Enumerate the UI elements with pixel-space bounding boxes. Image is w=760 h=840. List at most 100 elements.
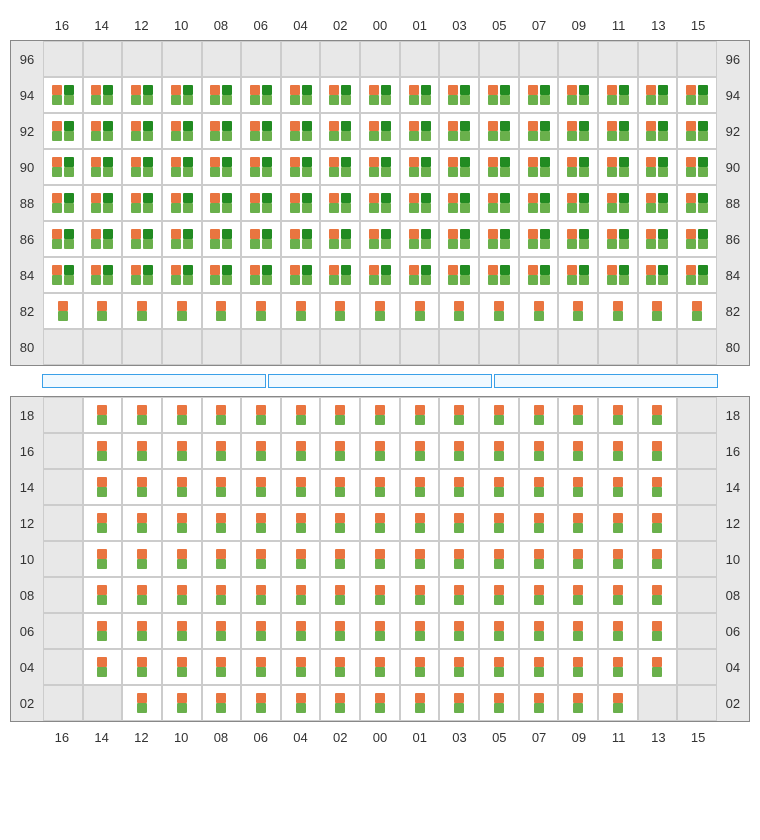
lgreen-marker <box>52 239 62 249</box>
grid-cell <box>202 685 242 721</box>
lgreen-marker <box>375 311 385 321</box>
orange-marker <box>97 657 107 667</box>
lgreen-marker <box>222 239 232 249</box>
lgreen-marker <box>528 275 538 285</box>
orange-marker <box>652 585 662 595</box>
grid-cell <box>43 397 83 433</box>
lgreen-marker <box>137 631 147 641</box>
lgreen-marker <box>500 275 510 285</box>
grid-cell <box>519 577 559 613</box>
lgreen-marker <box>103 131 113 141</box>
row-label-left: 16 <box>11 433 43 469</box>
grid-cell <box>638 329 678 365</box>
orange-marker <box>415 405 425 415</box>
lgreen-marker <box>421 131 431 141</box>
column-label: 10 <box>161 18 201 33</box>
dgreen-marker <box>579 265 589 275</box>
row-label-left: 90 <box>11 149 43 185</box>
lgreen-marker <box>177 415 187 425</box>
grid-cell <box>241 77 281 113</box>
grid-cell <box>83 221 123 257</box>
column-label: 12 <box>122 730 162 745</box>
lgreen-marker <box>335 451 345 461</box>
lgreen-marker <box>613 311 623 321</box>
lgreen-marker <box>454 415 464 425</box>
orange-marker <box>567 193 577 203</box>
grid-cell <box>202 185 242 221</box>
lgreen-marker <box>460 203 470 213</box>
column-label: 07 <box>519 18 559 33</box>
lgreen-marker <box>329 167 339 177</box>
grid-cell <box>479 577 519 613</box>
lgreen-marker <box>91 203 101 213</box>
grid-cell <box>638 577 678 613</box>
grid-cell <box>598 397 638 433</box>
grid-cell <box>439 505 479 541</box>
lgreen-marker <box>296 631 306 641</box>
grid-cell <box>360 469 400 505</box>
lgreen-marker <box>103 203 113 213</box>
grid-cell <box>638 469 678 505</box>
orange-marker <box>534 513 544 523</box>
orange-marker <box>454 549 464 559</box>
lgreen-marker <box>448 203 458 213</box>
grid-cell <box>677 613 717 649</box>
grid-cell <box>439 685 479 721</box>
orange-marker <box>686 265 696 275</box>
orange-marker <box>488 229 498 239</box>
orange-marker <box>97 405 107 415</box>
orange-marker <box>454 657 464 667</box>
orange-marker <box>686 85 696 95</box>
lgreen-marker <box>369 239 379 249</box>
lgreen-marker <box>658 275 668 285</box>
lgreen-marker <box>250 203 260 213</box>
orange-marker <box>177 549 187 559</box>
lgreen-marker <box>171 275 181 285</box>
grid-cell <box>439 149 479 185</box>
lgreen-marker <box>341 131 351 141</box>
dgreen-marker <box>64 229 74 239</box>
separator-bar <box>42 374 266 388</box>
row-label-left: 06 <box>11 613 43 649</box>
lgreen-marker <box>143 275 153 285</box>
orange-marker <box>646 157 656 167</box>
orange-marker <box>177 477 187 487</box>
grid-cell <box>43 577 83 613</box>
orange-marker <box>256 621 266 631</box>
lgreen-marker <box>421 203 431 213</box>
grid-cell <box>479 505 519 541</box>
grid-cell <box>638 41 678 77</box>
orange-marker <box>534 441 544 451</box>
column-label: 00 <box>360 18 400 33</box>
lgreen-marker <box>216 415 226 425</box>
lgreen-marker <box>494 703 504 713</box>
orange-marker <box>369 265 379 275</box>
grid-cell <box>241 185 281 221</box>
lgreen-marker <box>302 167 312 177</box>
orange-marker <box>131 193 141 203</box>
lgreen-marker <box>103 275 113 285</box>
lgreen-marker <box>210 203 220 213</box>
orange-marker <box>335 477 345 487</box>
orange-marker <box>494 585 504 595</box>
grid-cell <box>83 293 123 329</box>
row-label-left: 86 <box>11 221 43 257</box>
lgreen-marker <box>302 203 312 213</box>
orange-marker <box>91 265 101 275</box>
row-label-left: 82 <box>11 293 43 329</box>
lgreen-marker <box>216 523 226 533</box>
dgreen-marker <box>381 85 391 95</box>
lgreen-marker <box>103 239 113 249</box>
lgreen-marker <box>540 239 550 249</box>
column-label: 00 <box>360 730 400 745</box>
lgreen-marker <box>454 631 464 641</box>
lgreen-marker <box>335 415 345 425</box>
orange-marker <box>454 693 464 703</box>
orange-marker <box>296 621 306 631</box>
dgreen-marker <box>262 193 272 203</box>
grid-cell <box>598 613 638 649</box>
orange-marker <box>646 265 656 275</box>
grid-cell <box>598 149 638 185</box>
grid-cell <box>43 77 83 113</box>
lgreen-marker <box>415 631 425 641</box>
